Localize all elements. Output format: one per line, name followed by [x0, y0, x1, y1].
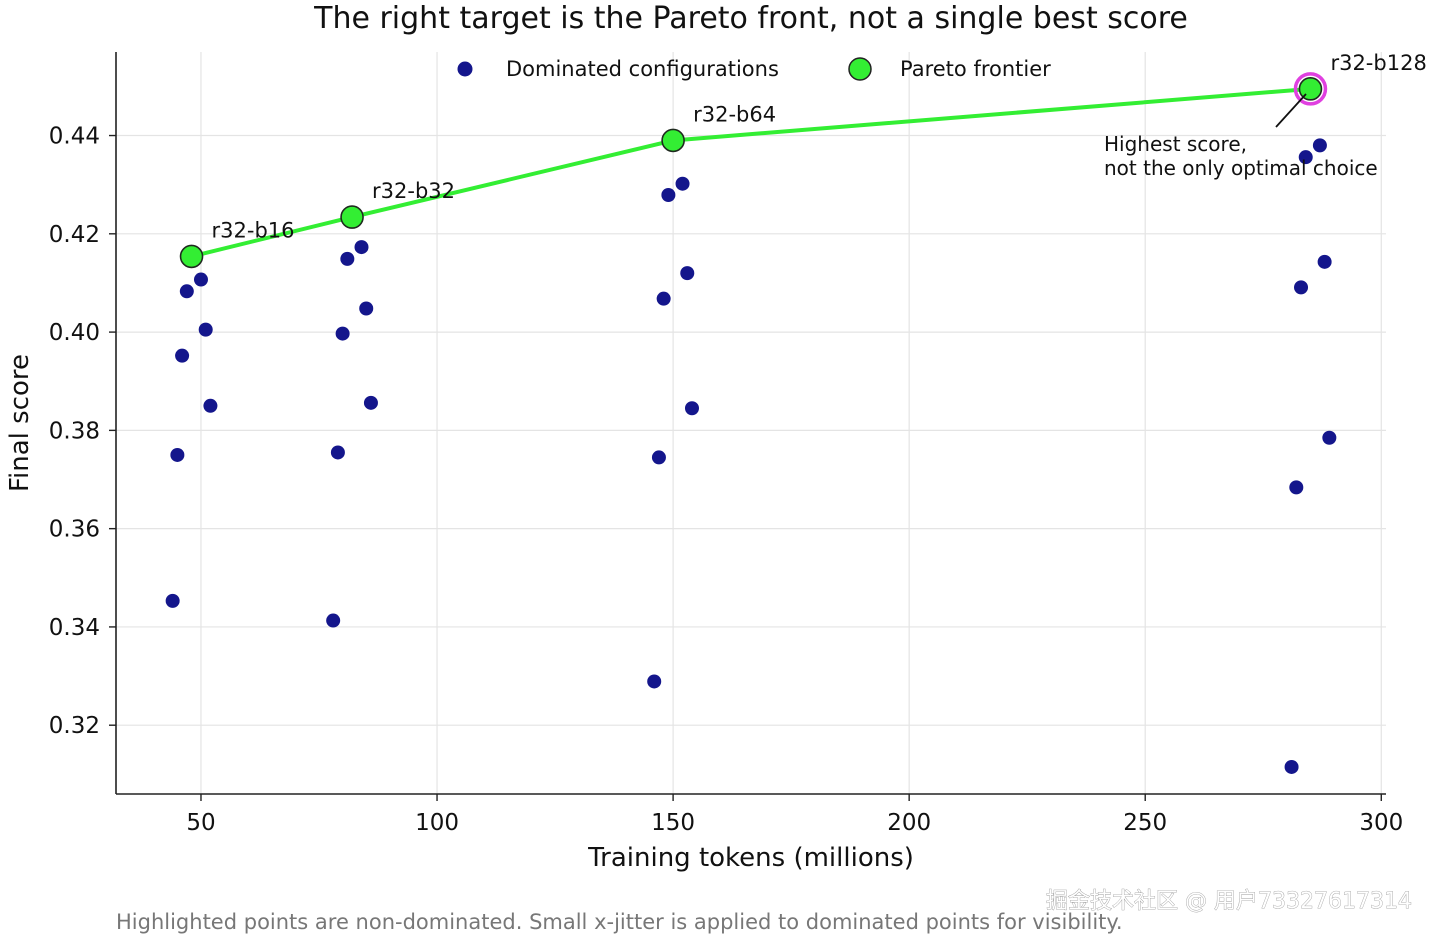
x-tick-label: 200	[887, 810, 931, 836]
dominated-point	[326, 613, 341, 628]
pareto-points: r32-b16 r32-b32 r32-b64 r32-b128	[179, 51, 1427, 269]
dominated-point	[198, 322, 213, 337]
dominated-point	[179, 284, 194, 299]
dominated-point	[359, 301, 374, 316]
dominated-point	[193, 272, 208, 287]
dominated-point	[1298, 150, 1313, 165]
x-ticks: 50 100 150 200 250 300	[186, 794, 1403, 836]
legend-marker-dominated	[457, 61, 473, 77]
dominated-point	[363, 395, 378, 410]
y-tick-label: 0.44	[49, 124, 100, 150]
y-axis-title: Final score	[5, 354, 35, 492]
y-ticks: 0.32 0.34 0.36 0.38 0.40 0.42 0.44	[49, 124, 116, 739]
dominated-point	[1284, 759, 1299, 774]
watermark: 掘金技术社区 @ 用户73327617314	[1046, 889, 1412, 914]
dominated-point	[647, 674, 662, 689]
dominated-point	[1312, 138, 1327, 153]
annotation: Highest score, not the only optimal choi…	[1104, 93, 1378, 180]
dominated-point	[354, 240, 369, 255]
annotation-line-1: Highest score,	[1104, 132, 1247, 156]
annotation-line-2: not the only optimal choice	[1104, 156, 1378, 180]
dominated-point	[203, 398, 218, 413]
dominated-point	[165, 593, 180, 608]
dominated-point	[1322, 430, 1337, 445]
x-tick-label: 300	[1359, 810, 1403, 836]
axes	[115, 52, 1386, 795]
annotation-arrow	[1275, 93, 1307, 128]
dominated-point	[1289, 480, 1304, 495]
dominated-point	[1294, 280, 1309, 295]
x-tick-label: 50	[186, 810, 215, 836]
legend-marker-pareto	[848, 57, 872, 81]
y-tick-label: 0.32	[49, 713, 100, 739]
dominated-point	[170, 447, 185, 462]
dominated-point	[1317, 254, 1332, 269]
pareto-point-label: r32-b32	[372, 179, 455, 203]
dominated-point	[675, 176, 690, 191]
frontier-line	[191, 86, 1311, 259]
legend-label-pareto: Pareto frontier	[900, 57, 1051, 81]
pareto-point	[179, 244, 204, 269]
y-tick-label: 0.40	[49, 320, 100, 346]
dominated-point	[661, 187, 676, 202]
dominated-point	[175, 348, 190, 363]
pareto-point-label: r32-b128	[1330, 51, 1426, 75]
pareto-point-label: r32-b16	[212, 218, 295, 242]
y-tick-label: 0.42	[49, 222, 100, 248]
x-tick-label: 250	[1123, 810, 1167, 836]
chart-caption: Highlighted points are non-dominated. Sm…	[116, 910, 1123, 934]
dominated-point	[340, 251, 355, 266]
pareto-point-label: r32-b64	[693, 102, 776, 126]
legend-label-dominated: Dominated configurations	[506, 57, 779, 81]
pareto-point	[661, 128, 685, 153]
dominated-point	[656, 291, 671, 306]
dominated-point	[335, 326, 350, 341]
dominated-point	[680, 266, 695, 281]
x-axis-title: Training tokens (millions)	[587, 843, 914, 873]
dominated-point	[684, 401, 699, 416]
dominated-point	[330, 445, 345, 460]
pareto-frontier-line	[191, 86, 1311, 259]
y-tick-label: 0.38	[49, 418, 100, 444]
chart-title: The right target is the Pareto front, no…	[313, 1, 1188, 36]
y-tick-label: 0.34	[49, 615, 100, 641]
y-tick-label: 0.36	[49, 517, 100, 543]
dominated-points	[165, 138, 1337, 774]
pareto-point	[340, 205, 364, 229]
pareto-highlight-ring	[1293, 72, 1328, 106]
dominated-point	[651, 450, 666, 465]
x-tick-label: 100	[415, 810, 459, 836]
legend: Dominated configurations Pareto frontier	[457, 57, 1051, 81]
x-tick-label: 150	[651, 810, 695, 836]
